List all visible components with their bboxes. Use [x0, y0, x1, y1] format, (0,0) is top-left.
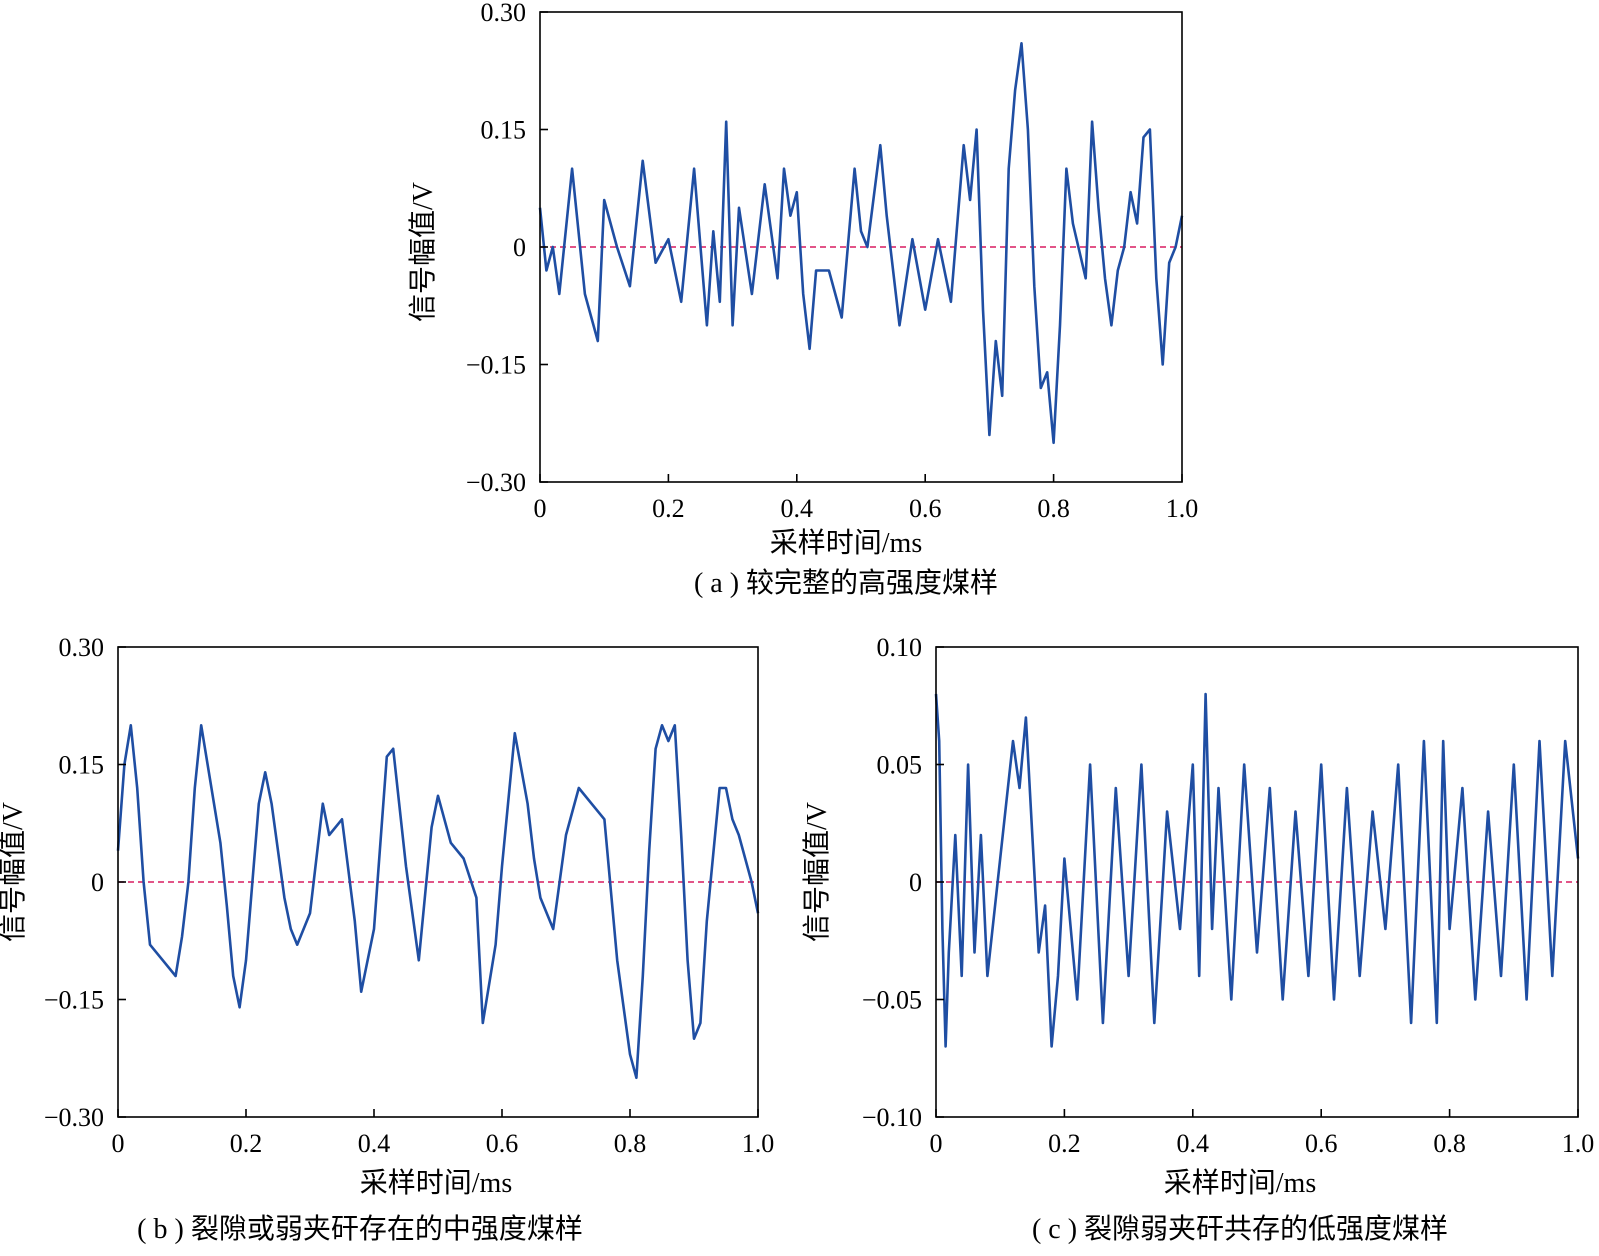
panel-c-x-tick-label: 0 — [930, 1129, 943, 1158]
panel-b-x-tick-label: 1.0 — [742, 1129, 775, 1158]
panel-b-y-tick-label: −0.30 — [44, 1103, 104, 1132]
panel-c-x-tick-label: 0.2 — [1048, 1129, 1081, 1158]
panel-b-x-tick-label: 0 — [112, 1129, 125, 1158]
panel-c-caption: ( c ) 裂隙弱夹矸共存的低强度煤样 — [1032, 1213, 1448, 1245]
panel-b-caption: ( b ) 裂隙或弱夹矸存在的中强度煤样 — [137, 1213, 583, 1245]
panel-b-y-tick-label: −0.15 — [44, 986, 104, 1015]
panel-c: 信号幅值/V 采样时间/ms ( c ) 裂隙弱夹矸共存的低强度煤样 0 0.2 0… — [801, 633, 1594, 1245]
panel-b-x-tick-label: 0.4 — [358, 1129, 391, 1158]
panel-a-y-tick-label: 0 — [513, 233, 526, 262]
panel-a-y-tick-label: 0.30 — [481, 0, 527, 27]
panel-c-y-tick-label: −0.10 — [862, 1103, 922, 1132]
panel-c-x-tick-label: 0.4 — [1177, 1129, 1210, 1158]
panel-c-signal-series — [934, 692, 1580, 1048]
panel-a-x-tick-label: 0.8 — [1037, 494, 1070, 523]
panel-a-xlabel: 采样时间/ms — [770, 527, 922, 559]
panel-a-y-tick-label: −0.15 — [466, 351, 526, 380]
panel-a: 信号幅值/V 采样时间/ms ( a ) 较完整的高强度煤样 0 0.2 0.4 0.… — [407, 0, 1198, 599]
panel-a-ylabel: 信号幅值/V — [407, 182, 439, 322]
panel-b-xlabel: 采样时间/ms — [360, 1167, 512, 1199]
panel-b-y-tick-label: 0 — [91, 868, 104, 897]
panel-c-y-tick-label: 0.05 — [877, 751, 923, 780]
panel-b-x-tick-label: 0.2 — [230, 1129, 263, 1158]
panel-b-y-tick-label: 0.15 — [59, 751, 105, 780]
panel-a-x-tick-label: 0.2 — [652, 494, 685, 523]
panel-c-y-tick-label: −0.05 — [862, 986, 922, 1015]
panel-a-caption: ( a ) 较完整的高强度煤样 — [694, 567, 998, 599]
panel-c-x-tick-label: 0.8 — [1433, 1129, 1466, 1158]
panel-a-x-tick-label: 0.6 — [909, 494, 942, 523]
panel-b: 信号幅值/V 采样时间/ms ( b ) 裂隙或弱夹矸存在的中强度煤样 0 0.2… — [0, 633, 774, 1245]
panel-a-y-tick-label: −0.30 — [466, 468, 526, 497]
panel-c-ylabel: 信号幅值/V — [801, 802, 833, 942]
panel-a-x-tick-label: 1.0 — [1166, 494, 1199, 523]
panel-a-signal-series — [538, 42, 1184, 445]
panel-a-y-tick-label: 0.15 — [481, 116, 527, 145]
panel-a-x-tick-label: 0.4 — [781, 494, 814, 523]
panel-c-x-tick-label: 1.0 — [1562, 1129, 1595, 1158]
panel-c-y-tick-label: 0.10 — [877, 633, 923, 662]
panel-b-signal-series — [116, 724, 760, 1080]
panel-a-x-tick-label: 0 — [534, 494, 547, 523]
panel-b-y-tick-label: 0.30 — [59, 633, 105, 662]
panel-b-ylabel: 信号幅值/V — [0, 802, 29, 942]
panel-c-x-tick-label: 0.6 — [1305, 1129, 1338, 1158]
panel-b-x-tick-label: 0.8 — [614, 1129, 647, 1158]
panel-c-xlabel: 采样时间/ms — [1164, 1167, 1316, 1199]
panel-b-x-tick-label: 0.6 — [486, 1129, 519, 1158]
panel-c-y-tick-label: 0 — [909, 868, 922, 897]
